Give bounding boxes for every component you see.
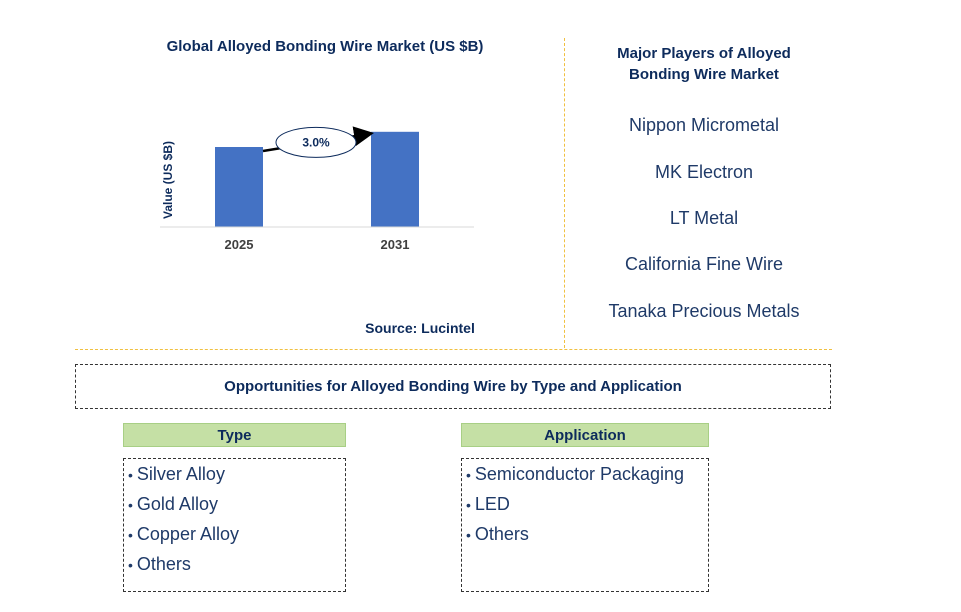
opportunities-title: Opportunities for Alloyed Bonding Wire b…: [75, 364, 831, 409]
players-title: Major Players of Alloyed Bonding Wire Ma…: [617, 45, 791, 83]
list-item-label: Semiconductor Packaging: [474, 464, 685, 484]
list-item-label: Gold Alloy: [136, 494, 218, 514]
horizontal-divider: [75, 349, 832, 350]
list-item-label: Others: [474, 524, 529, 544]
bullet-icon: •: [128, 467, 133, 483]
list-item: • Others: [466, 521, 704, 551]
x-tick-label: 2031: [381, 237, 410, 252]
bar-chart: Value (US $B) 2025 2031 3.0%: [160, 126, 474, 252]
player-item: Tanaka Precious Metals: [608, 301, 800, 321]
bullet-icon: •: [466, 497, 471, 513]
list-item: • LED: [466, 491, 704, 521]
list-item: • Others: [128, 551, 341, 581]
list-item-label: Others: [136, 554, 191, 574]
list-item-label: Silver Alloy: [136, 464, 225, 484]
type-list: • Silver Alloy • Gold Alloy • Copper Alloy …: [123, 458, 346, 592]
list-item: • Gold Alloy: [128, 491, 341, 521]
type-header: Type: [123, 423, 346, 447]
cagr-label: 3.0%: [302, 135, 330, 149]
application-list: • Semiconductor Packaging • LED • Others: [461, 458, 709, 592]
bullet-icon: •: [128, 497, 133, 513]
bar-2025: [215, 147, 263, 227]
list-item: • Silver Alloy: [128, 461, 341, 491]
x-tick-label: 2025: [225, 237, 254, 252]
player-item: MK Electron: [654, 162, 754, 182]
bullet-icon: •: [128, 527, 133, 543]
cagr-bubble: [275, 126, 357, 158]
list-item-label: LED: [474, 494, 510, 514]
bullet-icon: •: [128, 557, 133, 573]
y-axis-label: Value (US $B): [161, 141, 175, 219]
chart-title: Global Alloyed Bonding Wire Market (US $…: [166, 38, 484, 55]
chart-source: Source: Lucintel: [365, 320, 475, 336]
vertical-divider: [564, 38, 565, 348]
player-item: Nippon Micrometal: [628, 115, 780, 135]
bar-2031: [371, 131, 419, 227]
player-item: LT Metal: [669, 208, 739, 228]
list-item-label: Copper Alloy: [136, 524, 239, 544]
player-item: California Fine Wire: [624, 254, 784, 274]
bullet-icon: •: [466, 467, 471, 483]
list-item: • Copper Alloy: [128, 521, 341, 551]
bullet-icon: •: [466, 527, 471, 543]
list-item: • Semiconductor Packaging: [466, 461, 704, 491]
application-header: Application: [461, 423, 709, 447]
